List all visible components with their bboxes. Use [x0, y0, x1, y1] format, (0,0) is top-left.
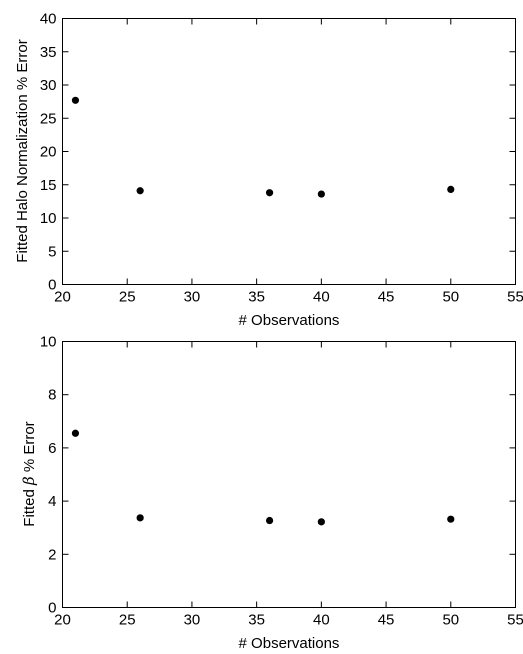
data-point	[447, 515, 455, 523]
x-tick-label: 45	[378, 612, 395, 629]
y-tick-label: 40	[40, 11, 57, 28]
y-axis-label-beta-symbol: β	[20, 476, 38, 486]
y-axis-label: Fitted Halo Normalization % Error	[14, 39, 31, 262]
y-tick-label: 0	[48, 600, 56, 617]
y-tick-label: 6	[48, 440, 56, 457]
y-tick-labels: 0 5 10 15 20 25 30 35 40	[40, 11, 57, 294]
y-tick-label: 5	[48, 243, 56, 260]
y-tick-label: 35	[40, 44, 57, 61]
y-axis-label-prefix: Fitted	[21, 485, 38, 527]
data-points	[71, 96, 455, 198]
tick-marks	[62, 341, 516, 608]
y-tick-label: 8	[48, 387, 56, 404]
data-point	[265, 516, 274, 525]
data-point	[136, 187, 144, 195]
x-tick-label: 35	[248, 289, 265, 306]
data-point	[317, 190, 325, 198]
y-tick-label: 2	[48, 546, 56, 563]
data-point	[265, 189, 274, 197]
x-tick-labels: 20 25 30 35 40 45 50 55	[54, 289, 523, 306]
plot-frame	[62, 18, 516, 285]
y-tick-label: 10	[40, 334, 57, 351]
x-axis-label: # Observations	[239, 635, 340, 652]
x-tick-label: 45	[378, 289, 395, 306]
y-tick-label: 10	[40, 210, 57, 227]
x-tick-label: 50	[442, 289, 459, 306]
x-tick-labels: 20 25 30 35 40 45 50 55	[54, 612, 523, 629]
y-tick-label: 15	[40, 177, 57, 194]
x-tick-label: 25	[119, 612, 136, 629]
data-point	[71, 96, 80, 104]
y-tick-label: 4	[48, 493, 56, 510]
plot-frame	[62, 341, 516, 608]
x-tick-label: 35	[248, 612, 265, 629]
data-point	[136, 514, 144, 522]
x-tick-label: 20	[54, 289, 71, 306]
x-tick-label: 20	[54, 612, 71, 629]
x-tick-label: 30	[184, 612, 201, 629]
chart-halo-normalization-error: 20 25 30 35 40 45 50 55 0 5 10 15 20 25 30 35 40 # Obse…	[14, 11, 523, 330]
tick-marks	[62, 18, 516, 285]
x-tick-label: 40	[313, 289, 330, 306]
y-tick-label: 30	[40, 77, 57, 94]
data-point	[71, 429, 80, 437]
data-point	[317, 518, 325, 526]
y-axis-label: Fitted β % Error	[20, 421, 38, 526]
y-axis-label-suffix: % Error	[21, 421, 38, 476]
x-tick-label: 30	[184, 289, 201, 306]
x-tick-label: 55	[507, 289, 523, 306]
y-tick-labels: 0 2 4 6 8 10	[40, 334, 57, 617]
y-tick-label: 20	[40, 144, 57, 161]
x-tick-label: 25	[119, 289, 136, 306]
data-points	[71, 429, 455, 526]
y-tick-label: 25	[40, 110, 57, 127]
y-tick-label: 0	[48, 277, 56, 294]
data-point	[447, 185, 455, 194]
x-tick-label: 50	[442, 612, 459, 629]
x-axis-label: # Observations	[239, 312, 340, 329]
x-tick-label: 55	[507, 612, 523, 629]
x-tick-label: 40	[313, 612, 330, 629]
